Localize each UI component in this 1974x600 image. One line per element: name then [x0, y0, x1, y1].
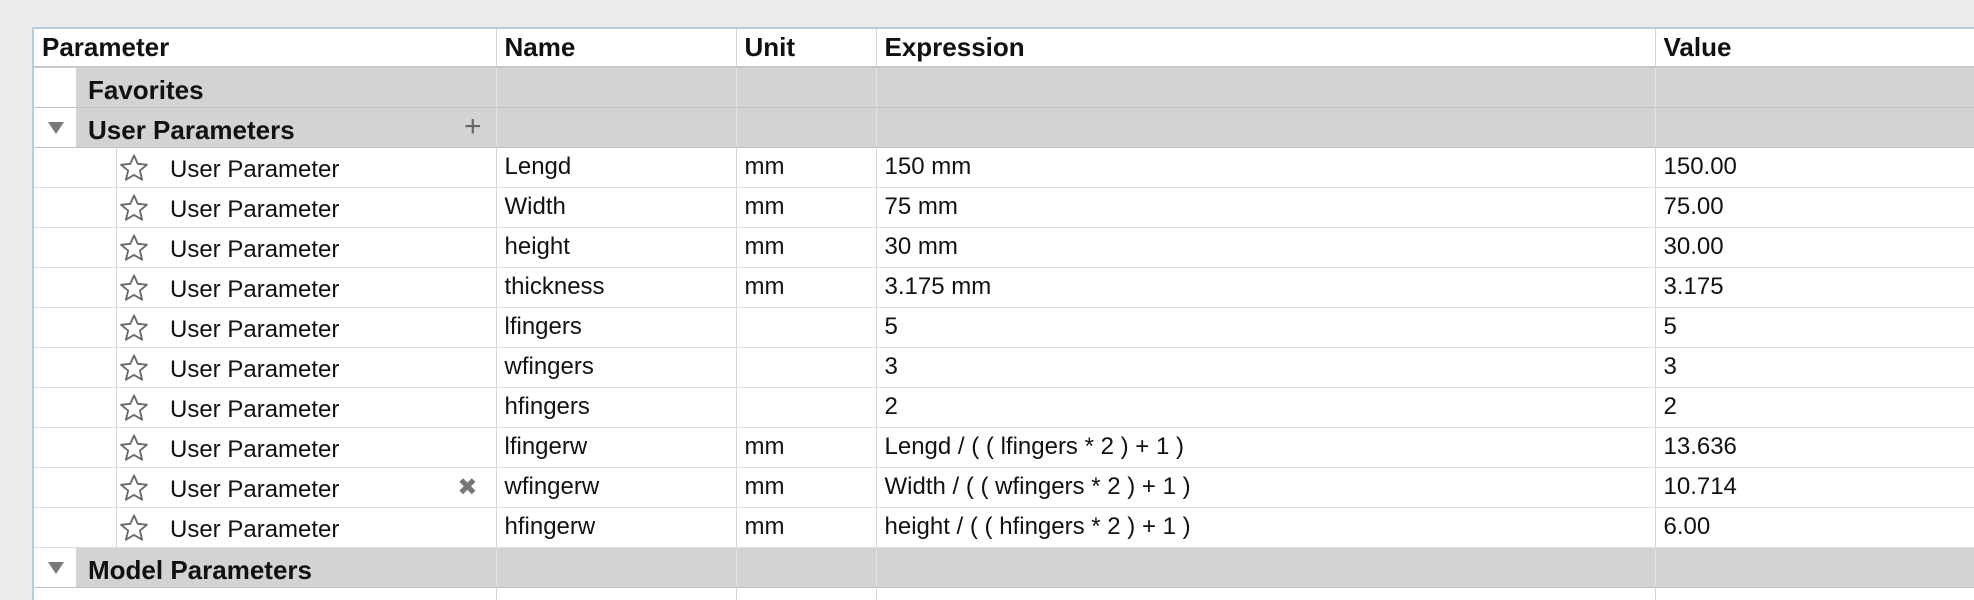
table-row[interactable]: User Parameter Lengd mm 150 mm 150.00 — [34, 147, 1974, 188]
parameter-type-label: User Parameter — [170, 235, 340, 263]
name-cell[interactable]: lfingerw — [496, 427, 737, 468]
unit-cell[interactable] — [736, 347, 877, 388]
unit-cell[interactable]: mm — [736, 467, 877, 508]
column-header-parameter[interactable]: Parameter — [34, 29, 497, 68]
name-cell[interactable]: height — [496, 227, 737, 268]
name-cell[interactable]: Lengd — [496, 147, 737, 188]
parameter-type-label: User Parameter — [170, 475, 340, 503]
expression-cell[interactable]: 75 mm — [876, 187, 1656, 228]
star-outline-icon[interactable] — [118, 472, 150, 504]
group-label-user-parameters: User Parameters — [88, 114, 295, 145]
caret-down-icon[interactable] — [48, 121, 64, 134]
value-cell[interactable]: 3.175 — [1655, 267, 1974, 308]
table-row[interactable]: User Parameter lfingerw mm Lengd / ( ( lfin… — [34, 427, 1974, 468]
table-row[interactable]: User Parameter hfingerw mm height / ( ( hfi… — [34, 507, 1974, 548]
table-row[interactable]: User Parameter thickness mm 3.175 mm 3.175 — [34, 267, 1974, 308]
star-outline-icon[interactable] — [118, 272, 150, 304]
x-icon[interactable]: ✖ — [457, 473, 478, 501]
column-header-expression[interactable]: Expression — [876, 29, 1656, 68]
unit-cell[interactable]: mm — [736, 227, 877, 268]
star-outline-icon[interactable] — [118, 352, 150, 384]
expression-cell[interactable]: 3.175 mm — [876, 267, 1656, 308]
name-cell[interactable]: thickness — [496, 267, 737, 308]
star-outline-icon[interactable] — [118, 232, 150, 264]
value-cell[interactable]: 6.00 — [1655, 507, 1974, 548]
expression-cell[interactable]: Lengd / ( ( lfingers * 2 ) + 1 ) — [876, 427, 1656, 468]
parameters-table: Parameter Name Unit Expression Value Fav… — [34, 29, 1974, 600]
star-outline-icon[interactable] — [118, 312, 150, 344]
unit-cell[interactable]: mm — [736, 507, 877, 548]
group-label-model-parameters: Model Parameters — [88, 554, 312, 585]
unit-cell[interactable]: mm — [736, 267, 877, 308]
value-cell[interactable]: 150.00 — [1655, 147, 1974, 188]
parameter-type-label: User Parameter — [170, 195, 340, 223]
expression-cell[interactable]: Width / ( ( wfingers * 2 ) + 1 ) — [876, 467, 1656, 508]
name-cell[interactable]: wfingerw — [496, 467, 737, 508]
group-row-model-parameters[interactable]: Model Parameters — [34, 547, 1974, 588]
name-cell[interactable]: lfingers — [496, 307, 737, 348]
parameter-type-label: User Parameter — [170, 435, 340, 463]
name-cell[interactable]: wfingers — [496, 347, 737, 388]
column-header-unit[interactable]: Unit — [736, 29, 877, 68]
star-outline-icon[interactable] — [118, 152, 150, 184]
column-header-value[interactable]: Value — [1655, 29, 1974, 68]
unit-cell[interactable]: mm — [736, 427, 877, 468]
expression-cell[interactable]: 30 mm — [876, 227, 1656, 268]
value-cell[interactable]: 2 — [1655, 387, 1974, 428]
parameter-type-label: User Parameter — [170, 395, 340, 423]
table-row[interactable]: User Parameter ✖ wfingerw mm Width / ( ( wfi… — [34, 467, 1974, 508]
parameter-type-label: User Parameter — [170, 315, 340, 343]
value-cell[interactable]: 13.636 — [1655, 427, 1974, 468]
plus-icon[interactable]: + — [463, 109, 482, 143]
expression-cell[interactable]: 5 — [876, 307, 1656, 348]
group-row-user-parameters[interactable]: User Parameters + — [34, 107, 1974, 148]
value-cell[interactable]: 5 — [1655, 307, 1974, 348]
star-outline-icon[interactable] — [118, 392, 150, 424]
table-row[interactable]: User Parameter Width mm 75 mm 75.00 — [34, 187, 1974, 228]
name-cell[interactable]: Width — [496, 187, 737, 228]
value-cell[interactable]: 10.714 — [1655, 467, 1974, 508]
group-row-favorites[interactable]: Favorites — [34, 67, 1974, 108]
star-outline-icon[interactable] — [118, 192, 150, 224]
name-cell[interactable]: hfingers — [496, 387, 737, 428]
column-header-name[interactable]: Name — [496, 29, 737, 68]
table-row[interactable]: User Parameter hfingers 2 2 — [34, 387, 1974, 428]
table-row[interactable]: User Parameter height mm 30 mm 30.00 — [34, 227, 1974, 268]
expression-cell[interactable]: 3 — [876, 347, 1656, 388]
unit-cell[interactable] — [736, 387, 877, 428]
star-outline-icon[interactable] — [118, 512, 150, 544]
parameter-type-label: User Parameter — [170, 355, 340, 383]
caret-down-icon[interactable] — [48, 561, 64, 574]
table-row[interactable]: User Parameter lfingers 5 5 — [34, 307, 1974, 348]
unit-cell[interactable] — [736, 307, 877, 348]
expression-cell[interactable]: height / ( ( hfingers * 2 ) + 1 ) — [876, 507, 1656, 548]
parameter-type-label: User Parameter — [170, 515, 340, 543]
name-cell[interactable]: hfingerw — [496, 507, 737, 548]
group-label-favorites: Favorites — [88, 75, 204, 105]
header-row: Parameter Name Unit Expression Value — [34, 29, 1974, 68]
expression-cell[interactable]: 150 mm — [876, 147, 1656, 188]
value-cell[interactable]: 75.00 — [1655, 187, 1974, 228]
expression-cell[interactable]: 2 — [876, 387, 1656, 428]
parameters-panel: Parameter Name Unit Expression Value Fav… — [32, 27, 1974, 600]
table-row[interactable]: User Parameter wfingers 3 3 — [34, 347, 1974, 388]
star-outline-icon[interactable] — [118, 432, 150, 464]
unit-cell[interactable]: mm — [736, 187, 877, 228]
value-cell[interactable]: 30.00 — [1655, 227, 1974, 268]
parameter-type-label: User Parameter — [170, 275, 340, 303]
unit-cell[interactable]: mm — [736, 147, 877, 188]
parameter-type-label: User Parameter — [170, 155, 340, 183]
table-row-partial — [34, 587, 1974, 600]
value-cell[interactable]: 3 — [1655, 347, 1974, 388]
